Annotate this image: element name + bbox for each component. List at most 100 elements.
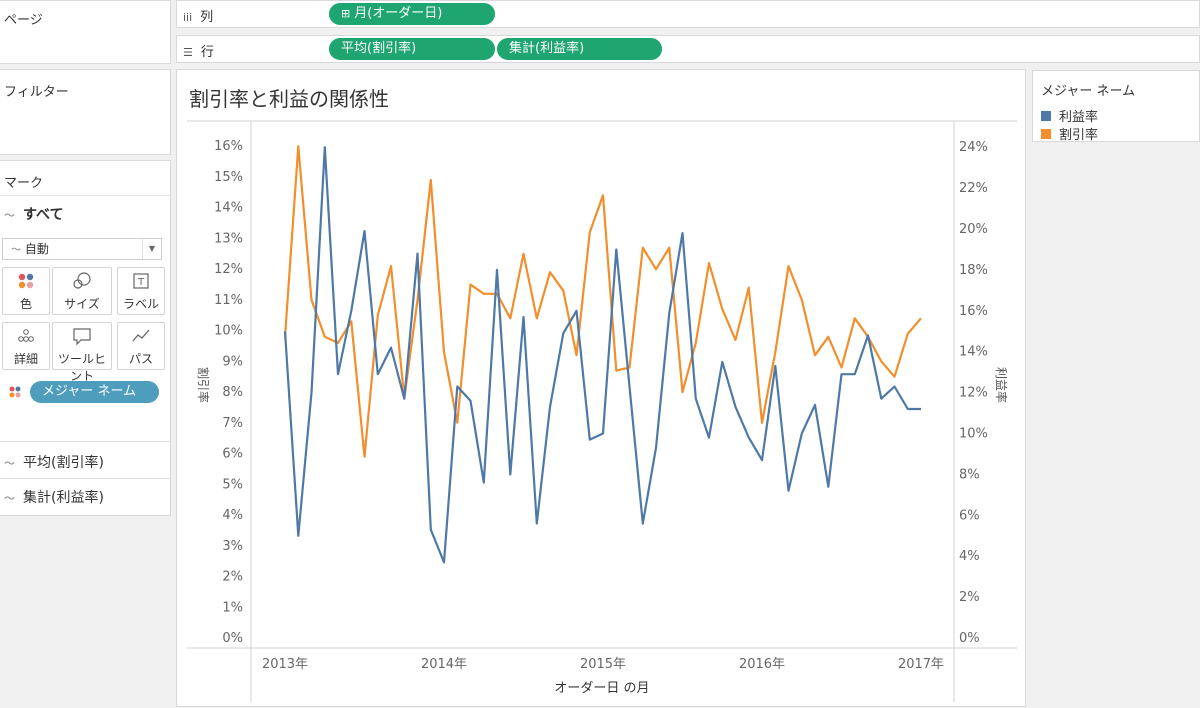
x-axis-title: オーダー日 の月 [554, 681, 649, 696]
rows-shelf-label: ☰ 行 [183, 41, 214, 60]
color-button[interactable]: 色 [2, 267, 50, 315]
color-pill-label: メジャー ネーム [42, 384, 137, 399]
pages-panel[interactable]: ページ [0, 0, 171, 64]
rows-shelf[interactable]: ☰ 行 平均(割引率) 集計(利益率) [176, 35, 1200, 63]
size-button[interactable]: サイズ [52, 267, 112, 315]
columns-pill-label: 月(オーダー日) [354, 6, 443, 21]
divider [0, 441, 170, 442]
size-label: サイズ [64, 297, 100, 311]
y-right-tick-label: 6% [959, 508, 980, 523]
detail-button[interactable]: 詳細 [2, 322, 50, 370]
rows-pill-discount-label: 平均(割引率) [341, 41, 417, 56]
y-axis-left-title: 割引率 [196, 367, 211, 403]
y-left-tick-label: 12% [214, 262, 243, 277]
y-left-tick-label: 16% [214, 139, 243, 154]
legend-item-profit[interactable]: 利益率 [1041, 106, 1098, 125]
pages-title: ページ [4, 13, 43, 28]
y-right-tick-label: 22% [959, 181, 988, 196]
y-left-tick-label: 1% [222, 600, 243, 615]
x-tick-label: 2015年 [580, 657, 626, 672]
discount-line[interactable] [283, 145, 922, 458]
tooltip-label: ツールヒント [57, 352, 106, 383]
rows-pill-profit-label: 集計(利益率) [509, 41, 585, 56]
legend-title: メジャー ネーム [1041, 84, 1136, 99]
y-left-tick-label: 5% [222, 477, 243, 492]
line-mark-icon: 〜 [4, 492, 15, 505]
rows-pill-discount[interactable]: 平均(割引率) [329, 38, 495, 60]
rows-label-text: 行 [200, 45, 214, 60]
detail-label: 詳細 [13, 352, 38, 366]
detail-icon [3, 326, 49, 350]
legend-item-discount-label: 割引率 [1059, 128, 1099, 143]
y-right-tick-label: 0% [959, 631, 980, 646]
label-icon: T [118, 271, 164, 295]
mark-type-dropdown[interactable]: 〜 自動 ▼ [2, 238, 162, 260]
color-encoding-icon [8, 384, 22, 403]
legend-item-discount[interactable]: 割引率 [1041, 124, 1098, 143]
y-right-tick-label: 4% [959, 549, 980, 564]
y-axis-right-ticks: 0% 2% 4% 6% 8% 10% 12% 14% 16% 18% 20% 22% 24% [959, 140, 988, 646]
label-button[interactable]: T ラベル [117, 267, 165, 315]
date-pill-icon: ⊞ [341, 7, 351, 20]
legend-swatch-discount [1041, 129, 1051, 139]
x-axis-ticks: 2013年 2014年 2015年 2016年 2017年 [262, 657, 944, 672]
size-icon [53, 271, 111, 295]
y-axis-right-title: 利益率 [994, 367, 1009, 403]
marks-card-profit[interactable]: 〜集計(利益率) [4, 487, 104, 507]
y-right-tick-label: 14% [959, 345, 988, 360]
y-left-tick-label: 8% [222, 385, 243, 400]
y-right-tick-label: 16% [959, 304, 988, 319]
marks-card-discount[interactable]: 〜平均(割引率) [4, 452, 104, 472]
tooltip-button[interactable]: ツールヒント [52, 322, 112, 383]
marks-card-discount-label: 平均(割引率) [23, 455, 104, 471]
y-left-tick-label: 9% [222, 354, 243, 369]
columns-icon: iii [183, 11, 193, 24]
chart[interactable]: 割引率と利益の関係性 オーダー日 の月 割引率 利益率 0% 1% 2% 3% 4% 5%… [177, 70, 1025, 708]
mark-type-value: 自動 [24, 242, 49, 256]
marks-all-card[interactable]: 〜すべて [4, 204, 63, 224]
filters-panel[interactable]: フィルター [0, 69, 171, 155]
legend-swatch-profit [1041, 111, 1051, 121]
y-right-tick-label: 12% [959, 386, 988, 401]
y-left-tick-label: 0% [222, 631, 243, 646]
color-label: 色 [19, 297, 32, 311]
path-button[interactable]: パス [117, 322, 165, 370]
y-right-tick-label: 2% [959, 590, 980, 605]
y-right-tick-label: 8% [959, 467, 980, 482]
x-tick-label: 2016年 [739, 657, 785, 672]
y-axis-left-ticks: 0% 1% 2% 3% 4% 5% 6% 7% 8% 9% 10% 11% 12% 13% 14% 15% 16… [214, 139, 243, 646]
y-left-tick-label: 15% [214, 170, 243, 185]
rows-pill-profit[interactable]: 集計(利益率) [497, 38, 662, 60]
y-left-tick-label: 11% [214, 293, 243, 308]
y-left-tick-label: 4% [222, 508, 243, 523]
y-right-tick-label: 20% [959, 222, 988, 237]
x-tick-label: 2017年 [898, 657, 944, 672]
columns-pill-month[interactable]: ⊞ 月(オーダー日) [329, 3, 495, 25]
y-right-tick-label: 18% [959, 263, 988, 278]
y-left-tick-label: 10% [214, 324, 243, 339]
marks-card-profit-label: 集計(利益率) [23, 490, 104, 506]
y-left-tick-label: 14% [214, 201, 243, 216]
columns-shelf[interactable]: iii 列 ⊞ 月(オーダー日) [176, 0, 1200, 28]
columns-shelf-label: iii 列 [183, 6, 213, 25]
marks-panel: マーク 〜すべて 〜 自動 ▼ 色 サイズ T ラベル 詳細 ツール [0, 160, 171, 516]
line-mark-icon: 〜 [4, 457, 15, 470]
tooltip-icon [53, 326, 111, 350]
divider [0, 195, 170, 196]
path-icon [118, 326, 164, 350]
x-tick-label: 2013年 [262, 657, 308, 672]
path-label: パス [128, 352, 153, 366]
y-left-tick-label: 7% [222, 416, 243, 431]
chevron-down-icon: ▼ [142, 239, 161, 259]
color-icon [3, 271, 49, 295]
chart-view[interactable]: 割引率と利益の関係性 オーダー日 の月 割引率 利益率 0% 1% 2% 3% 4% 5%… [176, 69, 1026, 707]
marks-title: マーク [4, 176, 44, 191]
series-lines[interactable] [283, 145, 922, 564]
filters-title: フィルター [4, 85, 69, 100]
divider [0, 478, 170, 479]
svg-text:T: T [137, 277, 145, 288]
profit-line[interactable] [283, 146, 921, 564]
color-measure-names-pill[interactable]: メジャー ネーム [30, 381, 159, 403]
legend-panel[interactable]: メジャー ネーム 利益率 割引率 [1032, 70, 1200, 143]
rows-icon: ☰ [183, 46, 193, 59]
